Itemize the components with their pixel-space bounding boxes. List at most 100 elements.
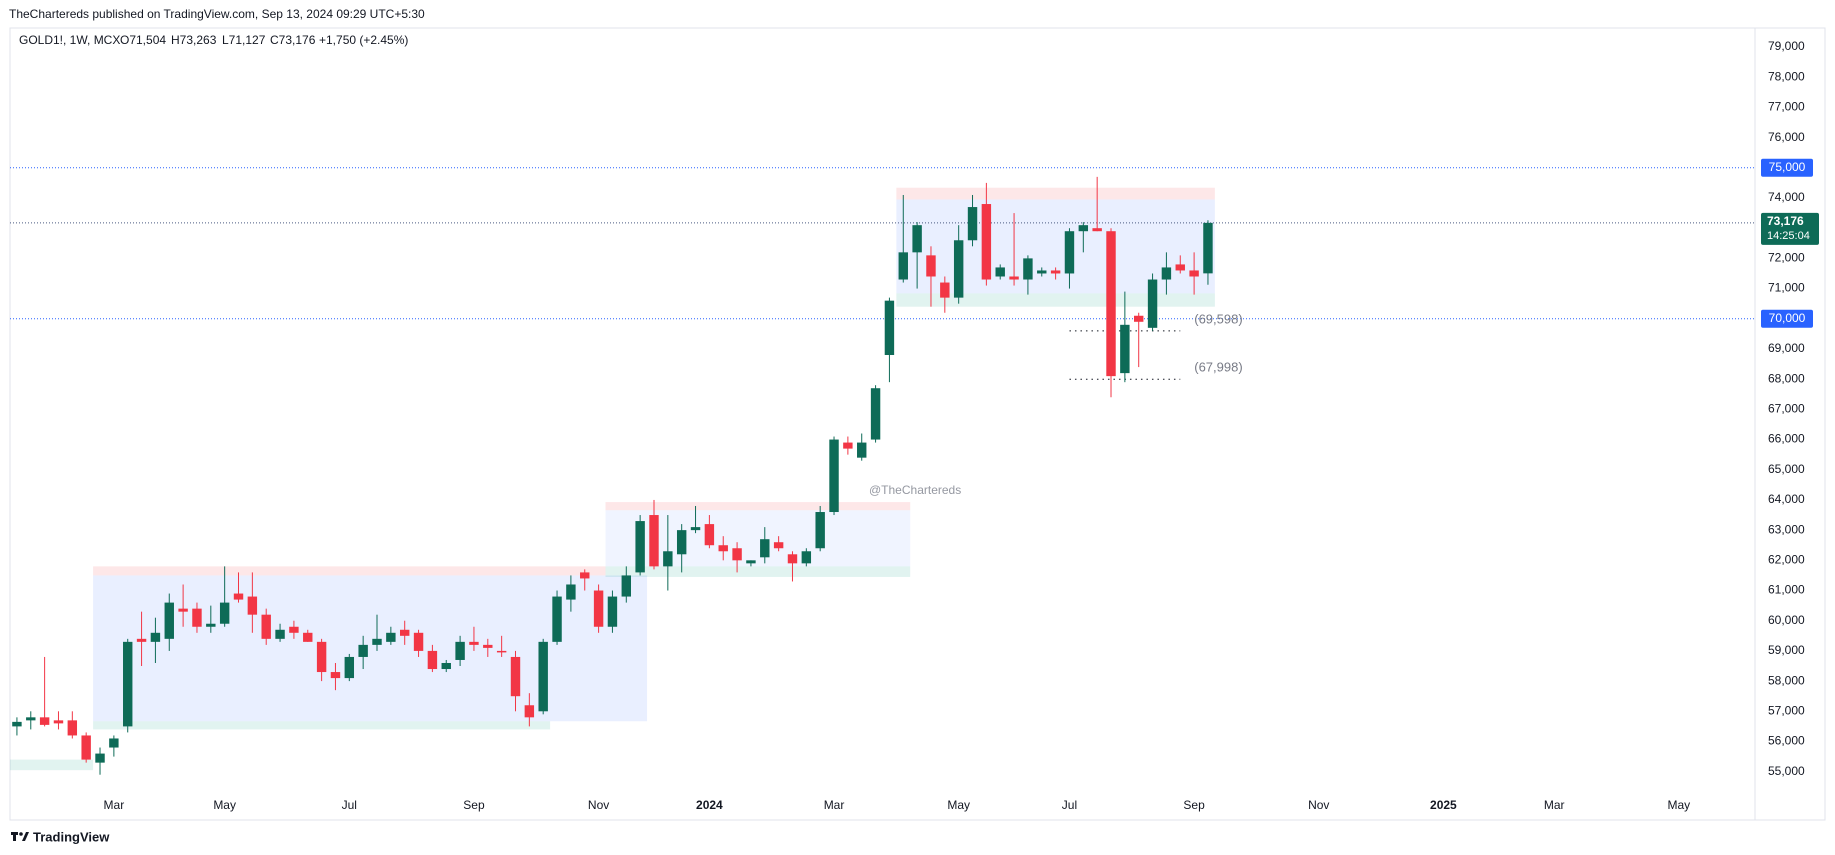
y-tick-label: 71,000 xyxy=(1768,281,1805,295)
zone xyxy=(93,721,551,730)
y-tick-label: 57,000 xyxy=(1768,703,1805,717)
candle-body xyxy=(773,542,784,549)
symbol: GOLD1!, 1W, MCX xyxy=(19,33,120,47)
candle-body xyxy=(690,527,701,531)
candle-body xyxy=(441,662,451,670)
candle-body xyxy=(1161,267,1172,280)
zone xyxy=(605,566,911,577)
y-tick-label: 66,000 xyxy=(1768,432,1805,446)
y-tick-label: 69,000 xyxy=(1768,341,1805,355)
candle-body xyxy=(607,596,618,627)
candle-body xyxy=(815,512,825,549)
candle-body xyxy=(261,614,271,639)
y-tick-label: 64,000 xyxy=(1768,492,1805,506)
candle-body xyxy=(192,608,202,627)
brand-logo xyxy=(11,832,29,841)
candle-body xyxy=(953,240,964,298)
candle-body xyxy=(524,705,535,718)
candle-body xyxy=(81,735,91,760)
price-label-box xyxy=(1761,309,1813,328)
candle-body xyxy=(787,554,798,564)
last-price-label: 73,176 xyxy=(1767,214,1804,228)
y-tick-label: 74,000 xyxy=(1768,190,1805,204)
candle-body xyxy=(1175,264,1185,271)
annotation-label: (69,598) xyxy=(1194,311,1242,326)
y-tick-label: 65,000 xyxy=(1768,462,1805,476)
candle-body xyxy=(303,632,313,642)
candle-body xyxy=(247,596,258,615)
x-tick-label: May xyxy=(947,798,970,812)
candle-body xyxy=(801,551,812,564)
candle-body xyxy=(150,632,161,642)
brand: TradingView xyxy=(33,829,110,844)
candle-body xyxy=(1078,225,1089,232)
candle-body xyxy=(1106,231,1116,377)
candle-body xyxy=(1134,315,1144,322)
x-tick-label: Nov xyxy=(588,798,609,812)
y-tick-label: 60,000 xyxy=(1768,613,1805,627)
y-tick-label: 68,000 xyxy=(1768,371,1805,385)
x-tick-label: Sep xyxy=(463,798,485,812)
candle-body xyxy=(496,650,507,653)
price-label: 75,000 xyxy=(1769,160,1806,174)
candle-body xyxy=(663,551,673,567)
candle-body xyxy=(538,641,548,712)
candle-body xyxy=(67,720,78,736)
candle-body xyxy=(469,641,479,645)
chart-title: TheChartereds published on TradingView.c… xyxy=(9,7,425,21)
candle-body xyxy=(316,641,327,673)
candle-body xyxy=(1203,222,1213,274)
x-tick-label: Nov xyxy=(1308,798,1329,812)
candle-body xyxy=(912,225,922,253)
x-tick-label: Mar xyxy=(1544,798,1565,812)
candle-body xyxy=(552,596,562,642)
x-tick-label: Mar xyxy=(824,798,845,812)
candle-body xyxy=(1050,270,1061,274)
candle-body xyxy=(704,524,715,546)
countdown: 14:25:04 xyxy=(1767,230,1810,242)
candle-body xyxy=(219,602,230,624)
candle-body xyxy=(967,207,978,241)
candle-body xyxy=(676,530,687,555)
legend-open: O71,504 xyxy=(120,33,166,47)
candle-body xyxy=(635,521,645,573)
candle-body xyxy=(718,545,728,552)
candle-body xyxy=(427,650,438,670)
candle-body xyxy=(649,515,659,567)
x-tick-label: Sep xyxy=(1183,798,1205,812)
zone xyxy=(93,566,606,576)
candle-body xyxy=(940,282,950,298)
zone xyxy=(896,187,1215,200)
y-tick-label: 55,000 xyxy=(1768,764,1805,778)
zone xyxy=(93,575,648,722)
x-tick-label: 2024 xyxy=(696,798,723,812)
candle-body xyxy=(926,255,936,277)
candle-body xyxy=(483,644,493,648)
annotation-label: (67,998) xyxy=(1194,360,1242,375)
x-tick-label: May xyxy=(1667,798,1690,812)
candle-body xyxy=(843,442,853,449)
candle-body xyxy=(1037,270,1047,274)
candle-body xyxy=(109,738,119,748)
x-tick-label: Jul xyxy=(342,798,357,812)
x-tick-label: 2025 xyxy=(1430,798,1457,812)
candle-body xyxy=(39,717,50,725)
watermark: @TheChartereds xyxy=(869,483,961,497)
candle-body xyxy=(1092,228,1102,232)
y-tick-label: 67,000 xyxy=(1768,402,1805,416)
candle-body xyxy=(580,572,590,579)
candle-body xyxy=(399,629,410,636)
candle-body xyxy=(95,753,105,763)
candle-body xyxy=(275,629,285,639)
zone xyxy=(896,293,1215,307)
x-tick-label: Mar xyxy=(104,798,125,812)
candle-body xyxy=(898,252,908,280)
candle-body xyxy=(1009,276,1019,280)
legend-high: H73,263 xyxy=(171,33,217,47)
candle-body xyxy=(164,602,174,639)
y-tick-label: 59,000 xyxy=(1768,643,1805,657)
candle-body xyxy=(344,656,355,679)
x-tick-label: Jul xyxy=(1062,798,1077,812)
candle-body xyxy=(621,575,631,597)
candle-body xyxy=(136,638,147,642)
